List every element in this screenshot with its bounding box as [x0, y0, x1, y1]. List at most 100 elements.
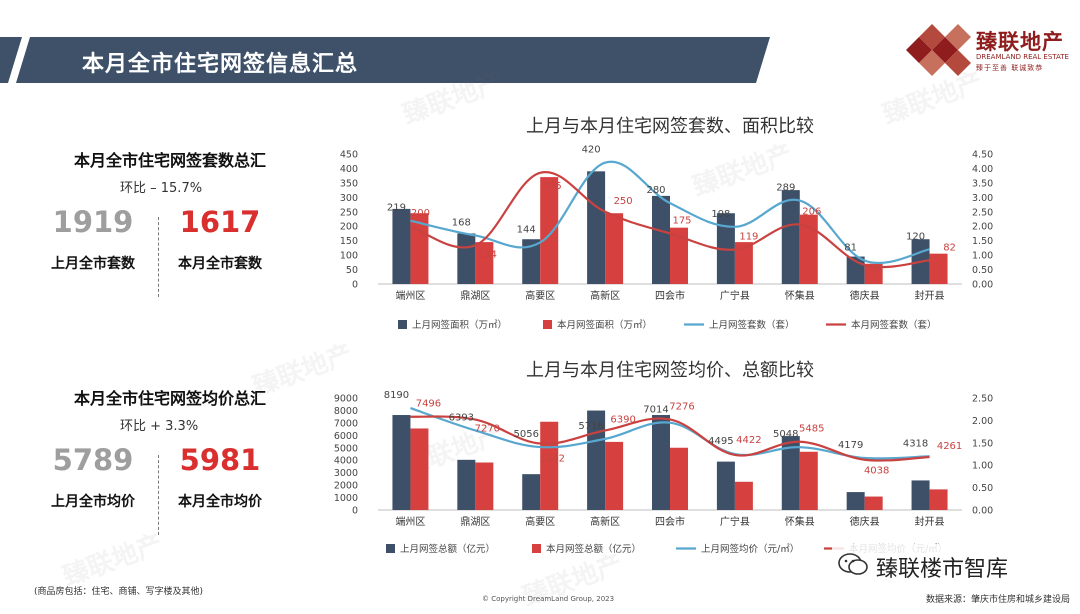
bar: [670, 447, 688, 510]
chart-title: 上月与本月住宅网签套数、面积比较: [526, 116, 814, 137]
bar: [929, 253, 948, 284]
chart-title: 上月与本月住宅网签均价、总额比较: [526, 360, 814, 381]
y-right-tick-label: 2.00: [972, 416, 993, 427]
summary-count: 本月全市住宅网签套数总汇 环比 – 15.7% 1919 1617 上月全市套数…: [30, 147, 310, 297]
bar: [605, 441, 624, 510]
y-left-tick-label: 0: [352, 280, 358, 291]
y-left-tick-label: 400: [340, 164, 358, 175]
data-label: 4038: [864, 466, 889, 477]
bar: [410, 428, 429, 510]
logo-slogan: 臻于至善 联诚致恭: [976, 64, 1044, 72]
footer-source: 数据来源：肇庆市住房和城乡建设局: [926, 595, 1071, 605]
bar: [799, 214, 818, 284]
x-tick-label: 高新区: [590, 515, 620, 528]
y-left-tick-label: 7000: [334, 418, 358, 429]
x-tick-label: 高要区: [525, 289, 555, 302]
y-left-tick-label: 8000: [334, 406, 358, 417]
legend-label: 上月网签面积（万㎡）: [412, 319, 507, 331]
x-tick-label: 端州区: [395, 515, 425, 528]
y-right-tick-label: 0.50: [972, 265, 993, 276]
x-tick-label: 鼎湖区: [460, 290, 490, 302]
account-badge-text: 臻联楼市智库: [876, 557, 1009, 582]
y-right-tick-label: 1.00: [972, 251, 993, 262]
data-label: 66: [870, 265, 883, 276]
data-label: 198: [711, 209, 730, 220]
data-label: 4422: [736, 435, 761, 446]
data-label: 250: [614, 196, 633, 207]
bar: [587, 410, 606, 510]
data-label: 7496: [416, 399, 441, 410]
legend-swatch: [386, 544, 395, 553]
legend-swatch: [543, 320, 552, 329]
data-label: 4261: [937, 441, 962, 452]
last-month-count-value: 1919: [52, 205, 134, 239]
bar: [540, 177, 559, 284]
bar: [716, 461, 735, 510]
last-month-price-label: 上月全市均价: [51, 494, 135, 510]
legend-label: 上月网签套数（套）: [709, 319, 795, 331]
x-tick-label: 四会市: [655, 289, 685, 302]
bar: [670, 227, 688, 284]
logo-name-en: DREAMLAND REAL ESTATE: [976, 53, 1069, 61]
y-right-tick-label: 1.50: [972, 438, 993, 449]
data-label: 8190: [384, 390, 409, 401]
y-left-tick-label: 2000: [334, 481, 358, 492]
this-month-price-label: 本月全市均价: [178, 494, 262, 510]
y-left-tick-label: 150: [340, 236, 358, 247]
data-label: 5048: [773, 429, 798, 440]
data-label: 4318: [903, 438, 928, 449]
data-label: 120: [906, 231, 925, 242]
y-left-tick-label: 4000: [334, 456, 358, 467]
summary-divider: [158, 455, 159, 535]
bar: [392, 208, 411, 284]
summary-price-mom: 环比 + 3.3%: [120, 419, 199, 434]
x-tick-label: 广宁县: [720, 515, 750, 528]
y-left-tick-label: 50: [346, 265, 358, 276]
legend-swatch: [398, 320, 407, 329]
y-left-tick-label: 350: [340, 178, 358, 189]
y-right-tick-label: 2.50: [972, 207, 993, 218]
y-left-tick-label: 9000: [334, 394, 358, 405]
bar: [522, 474, 541, 510]
x-tick-label: 德庆县: [850, 515, 880, 528]
last-month-price-value: 5789: [52, 443, 134, 477]
y-left-tick-label: 300: [340, 193, 358, 204]
data-label: 168: [452, 217, 471, 228]
bar: [605, 213, 624, 284]
bar: [781, 190, 800, 284]
data-label: 6390: [610, 414, 635, 425]
y-left-tick-label: 200: [340, 222, 358, 233]
bar: [846, 492, 865, 510]
x-tick-label: 端州区: [395, 289, 425, 302]
bar: [522, 239, 541, 284]
data-label: 385: [543, 181, 562, 192]
summary-price: 本月全市住宅网签均价总汇 环比 + 3.3% 5789 5981 上月全市均价 …: [30, 385, 310, 535]
y-right-tick-label: 1.50: [972, 236, 993, 247]
bar: [929, 489, 948, 510]
data-label: 420: [582, 145, 601, 156]
bar: [392, 415, 411, 510]
series-line: [410, 415, 930, 462]
data-label: 4179: [838, 440, 863, 451]
y-right-tick-label: 3.50: [972, 178, 993, 189]
y-left-tick-label: 1000: [334, 493, 358, 504]
bar: [652, 415, 670, 510]
bar: [410, 213, 429, 284]
data-label: 81: [844, 243, 857, 254]
x-tick-label: 高新区: [590, 289, 620, 302]
this-month-count-label: 本月全市套数: [178, 256, 262, 272]
wechat-icon: [838, 553, 868, 575]
this-month-price-value: 5981: [179, 443, 261, 477]
y-left-tick-label: 100: [340, 251, 358, 262]
y-right-tick-label: 3.00: [972, 193, 993, 204]
title-banner: 本月全市住宅网签信息汇总: [0, 37, 770, 83]
y-right-tick-label: 2.50: [972, 394, 993, 405]
x-tick-label: 封开县: [915, 515, 945, 528]
banner-shape: [0, 37, 770, 83]
data-label: 280: [646, 185, 665, 196]
bar: [799, 451, 818, 510]
data-label: 289: [776, 183, 795, 194]
data-label: 4495: [708, 436, 733, 447]
y-left-tick-label: 5000: [334, 443, 358, 454]
bar: [587, 171, 606, 284]
